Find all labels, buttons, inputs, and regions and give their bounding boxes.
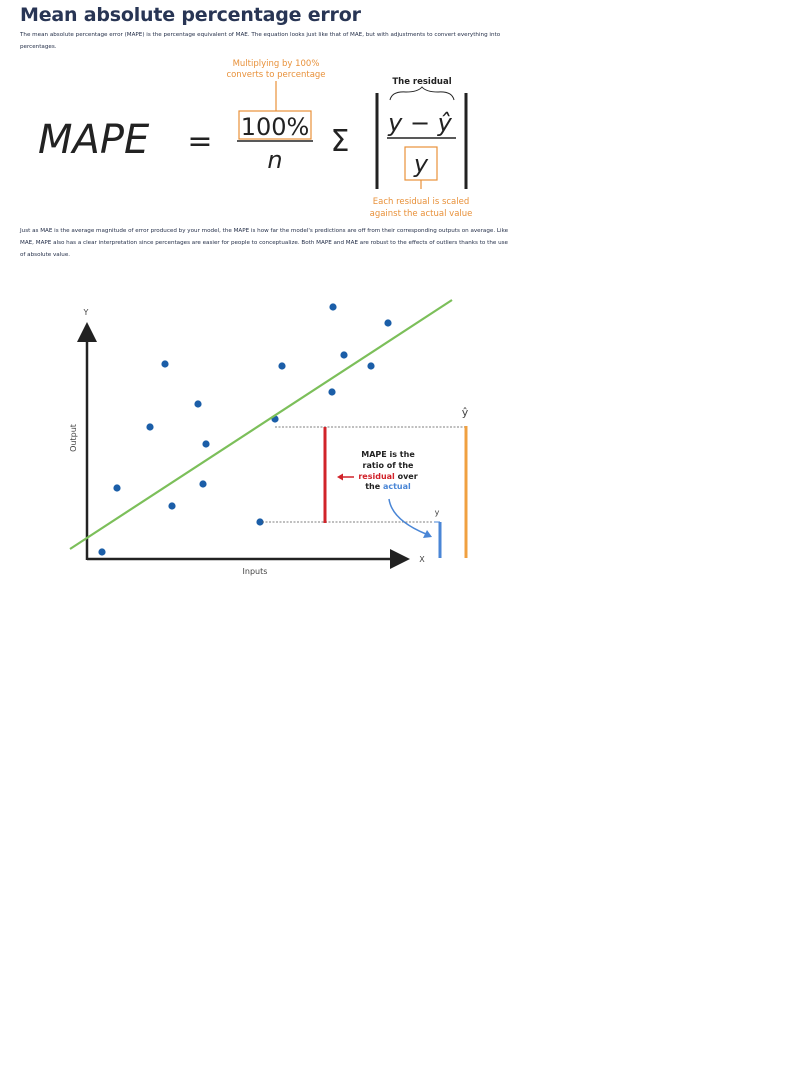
residual-denominator: y [413, 150, 429, 178]
page-title: Mean absolute percentage error [20, 4, 361, 26]
annotation-scaled-line2: against the actual value [370, 209, 473, 219]
formula-numerator: 100% [241, 113, 310, 141]
annotation-line4: the actual [365, 482, 411, 491]
annotation-multiply-line2: converts to percentage [226, 70, 325, 80]
annotation-residual-word: residual [358, 472, 395, 481]
annotation-multiply-line1: Multiplying by 100% [233, 59, 320, 69]
data-point-15 [367, 362, 375, 370]
data-point-13 [329, 303, 337, 311]
data-point-6 [194, 400, 202, 408]
numerator-box [238, 110, 312, 140]
data-point-4 [161, 360, 169, 368]
formula-equals: = [187, 124, 212, 159]
annotation-the-word: the [365, 482, 383, 491]
mape-chart: Y X Output Inputs ŷ y MAPE is the ratio … [69, 299, 469, 576]
body-paragraph: Just as MAE is the average magnitude of … [20, 228, 509, 259]
annotation-residual: The residual [392, 77, 451, 87]
y-axis-label: Output [69, 424, 78, 452]
mape-formula: Multiplying by 100% converts to percenta… [38, 59, 473, 219]
annotation-actual-word: actual [383, 482, 411, 491]
yhat-label: ŷ [462, 406, 469, 419]
x-axis-label: Inputs [243, 567, 268, 576]
residual-brace [389, 86, 455, 101]
data-point-2 [113, 484, 121, 492]
data-point-5 [168, 502, 176, 510]
x-axis-letter: X [419, 555, 425, 564]
formula-denominator: n [267, 146, 282, 174]
actual-pointer-arrow [388, 498, 427, 535]
data-point-7 [199, 480, 207, 488]
data-points [98, 303, 392, 556]
annotation-over-word: over [395, 472, 418, 481]
regression-line [69, 299, 453, 550]
data-point-11 [278, 362, 286, 370]
annotation-line1: MAPE is the [361, 450, 415, 459]
y-axis-letter: Y [83, 308, 89, 317]
data-point-12 [328, 388, 336, 396]
formula-sigma: Σ [331, 124, 350, 159]
data-point-14 [340, 351, 348, 359]
data-point-16 [384, 319, 392, 327]
residual-pointer-head [337, 473, 343, 481]
data-point-9 [256, 518, 264, 526]
y-label: y [435, 508, 440, 517]
data-point-1 [98, 548, 106, 556]
data-point-8 [202, 440, 210, 448]
data-point-3 [146, 423, 154, 431]
formula-lhs: MAPE [38, 117, 150, 163]
actual-pointer-head [423, 530, 432, 538]
annotation-scaled-line1: Each residual is scaled [373, 197, 470, 207]
annotation-line3: residual over [358, 472, 417, 481]
residual-numerator: y − ŷ [387, 109, 453, 137]
intro-paragraph: The mean absolute percentage error (MAPE… [20, 32, 501, 51]
annotation-line2: ratio of the [363, 461, 414, 470]
